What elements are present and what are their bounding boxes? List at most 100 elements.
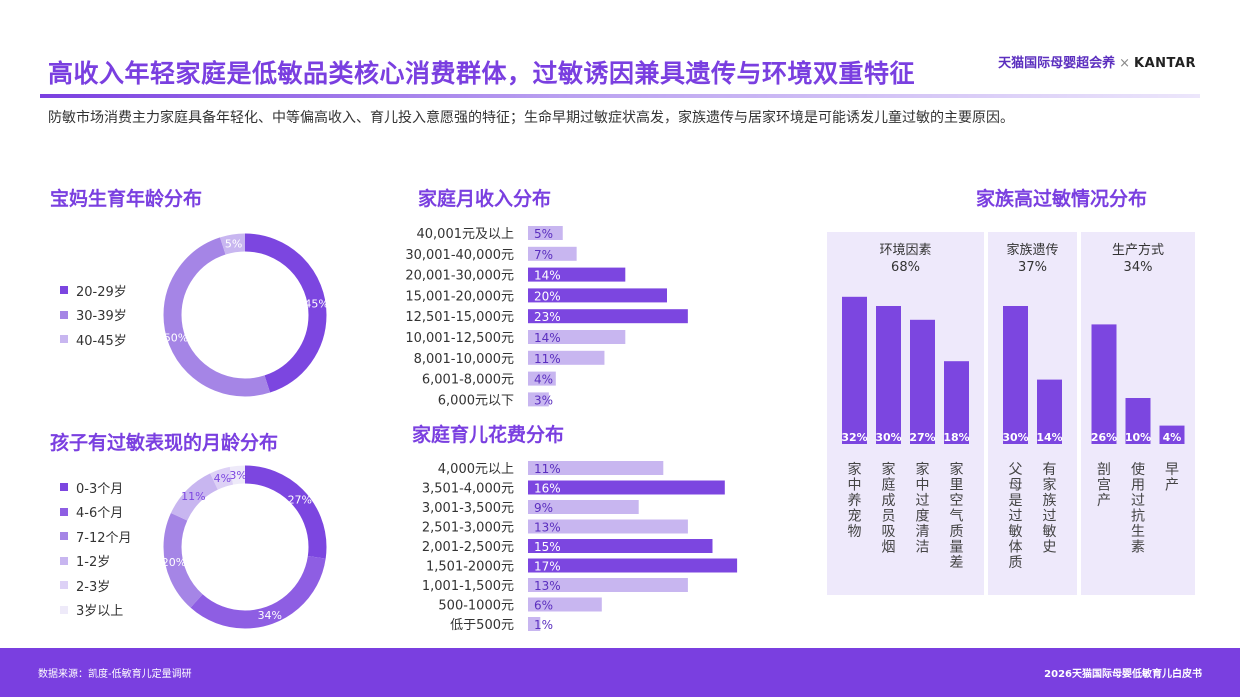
legend-swatch <box>60 605 68 614</box>
legend-swatch <box>60 286 68 295</box>
donut-chart-child-age: 27% 34% 20% 11% 4%3% <box>162 465 327 629</box>
bar-income-5 <box>528 330 626 344</box>
bar-category-spend-1: 3,501-4,000元 <box>422 482 514 497</box>
bar-label-income-6: 11% <box>534 352 561 366</box>
family-category-0-1: 家庭成员吸烟 <box>882 461 896 556</box>
bar-category-spend-3: 2,501-3,000元 <box>422 521 514 536</box>
bar-income-7 <box>528 371 556 386</box>
family-category-1-0: 父母是过敏体质 <box>1009 462 1023 571</box>
donut-label-child-2: 20% <box>162 556 186 569</box>
group-total-0: 68% <box>891 260 920 275</box>
family-bar-2-0 <box>1091 324 1117 444</box>
bar-label-income-5: 14% <box>534 331 561 345</box>
bar-category-income-3: 15,001-20,000元 <box>405 289 514 304</box>
legend-swatch <box>60 507 68 516</box>
bar-category-income-7: 6,001-8,000元 <box>422 373 514 388</box>
bar-spend-5 <box>528 558 738 573</box>
chart-title-mom-age: 宝妈生育年龄分布 <box>50 188 203 210</box>
legend-label: 7-12个月 <box>76 530 132 546</box>
donut-label-mom-0: 45% <box>304 298 328 311</box>
family-bar-2-2 <box>1159 425 1185 444</box>
bar-spend-4 <box>528 539 713 553</box>
bar-label-income-0: 5% <box>534 227 553 241</box>
bar-category-income-6: 8,001-10,000元 <box>414 352 514 367</box>
bar-spend-8 <box>528 617 541 631</box>
chart-title-income: 家庭月收入分布 <box>418 188 552 210</box>
family-category-0-2: 家中过度清洁 <box>916 461 930 556</box>
bar-label-spend-4: 15% <box>534 540 561 554</box>
family-category-0-0: 家中养宠物 <box>848 461 862 540</box>
family-bar-label-1-1: 14% <box>1036 431 1062 444</box>
legend-item-mom-1: 30-39岁 <box>60 303 127 328</box>
title-underline <box>40 94 1200 98</box>
legend-swatch <box>60 581 68 590</box>
bar-label-income-8: 3% <box>534 393 553 407</box>
bar-label-spend-2: 9% <box>534 501 553 515</box>
bar-label-income-7: 4% <box>534 373 553 387</box>
donut-label-child-4: 4% <box>214 472 231 485</box>
donut-label-mom-1: 50% <box>164 331 188 344</box>
bar-category-spend-4: 2,001-2,500元 <box>422 540 514 555</box>
bar-category-income-0: 40,001元及以上 <box>417 227 515 242</box>
legend-swatch <box>60 310 68 319</box>
bar-income-4 <box>528 309 688 324</box>
bar-label-spend-0: 11% <box>534 462 561 476</box>
legend-child-age: 0-3个月 4-6个月 7-12个月 1-2岁 2-3岁 3岁以上 <box>60 475 132 622</box>
donut-label-child-3: 11% <box>181 490 205 503</box>
legend-swatch <box>60 483 68 492</box>
bar-category-income-4: 12,501-15,000元 <box>405 310 514 325</box>
bar-spend-3 <box>528 519 688 534</box>
family-bar-label-0-3: 18% <box>943 431 969 444</box>
donut-label-mom-2: 5% <box>225 237 242 250</box>
tmall-logo-text: 天猫国际母婴超会养 <box>998 56 1116 71</box>
kantar-logo-text: KANTAR <box>1134 56 1196 71</box>
legend-swatch <box>60 556 68 565</box>
legend-label: 30-39岁 <box>76 309 127 325</box>
legend-label: 0-3个月 <box>76 481 124 497</box>
legend-item-child-3: 1-2岁 <box>60 549 132 574</box>
legend-item-child-4: 2-3岁 <box>60 573 132 598</box>
family-bar-label-2-1: 10% <box>1125 431 1151 444</box>
group-name-0: 环境因素 <box>879 243 931 258</box>
chart-title-family-allergy: 家族高过敏情况分布 <box>976 188 1148 210</box>
bar-label-spend-6: 13% <box>534 579 561 593</box>
group-panel-1 <box>988 232 1077 595</box>
bar-label-spend-5: 17% <box>534 560 561 574</box>
page-subtitle: 防敏市场消费主力家庭具备年轻化、中等偏高收入、育儿投入意愿强的特征；生命早期过敏… <box>48 110 1014 126</box>
family-bar-label-0-1: 30% <box>875 431 901 444</box>
family-bar-1-0 <box>1003 306 1028 444</box>
footer-report-name: 2026天猫国际母婴低敏育儿白皮书 <box>1044 669 1202 680</box>
bar-income-2 <box>528 267 626 282</box>
legend-label: 20-29岁 <box>76 284 127 300</box>
bar-category-spend-5: 1,501-2000元 <box>426 560 514 575</box>
family-bar-label-0-2: 27% <box>909 431 935 444</box>
logo-separator: × <box>1119 56 1131 71</box>
bar-label-income-4: 23% <box>534 310 561 324</box>
bar-income-0 <box>528 226 563 240</box>
bar-income-8 <box>528 392 549 407</box>
donut-slice-child-1 <box>163 465 327 629</box>
legend-item-child-2: 7-12个月 <box>60 524 132 549</box>
bar-spend-2 <box>528 500 639 514</box>
bar-label-spend-1: 16% <box>534 482 561 496</box>
legend-label: 1-2岁 <box>76 555 111 571</box>
bar-income-3 <box>528 288 667 303</box>
legend-label: 2-3岁 <box>76 579 111 595</box>
legend-swatch <box>60 335 68 344</box>
group-name-2: 生产方式 <box>1112 242 1164 258</box>
family-bar-0-3 <box>944 361 969 444</box>
bar-spend-6 <box>528 578 688 592</box>
legend-label: 40-45岁 <box>76 333 127 349</box>
page-title: 高收入年轻家庭是低敏品类核心消费群体，过敏诱因兼具遗传与环境双重特征 <box>48 59 916 88</box>
bar-category-income-2: 20,001-30,000元 <box>405 269 514 284</box>
family-bar-0-2 <box>910 319 935 444</box>
family-category-2-1: 使用过抗生素 <box>1131 461 1145 556</box>
family-category-1-1: 有家族过敏史 <box>1043 462 1057 556</box>
bar-spend-1 <box>528 480 725 495</box>
bar-label-spend-8: 1% <box>534 618 553 632</box>
family-bar-2-1 <box>1125 398 1151 444</box>
group-total-2: 34% <box>1124 260 1153 275</box>
legend-label: 3岁以上 <box>76 604 124 620</box>
legend-label: 4-6个月 <box>76 506 124 522</box>
family-bar-label-2-2: 4% <box>1163 431 1182 444</box>
